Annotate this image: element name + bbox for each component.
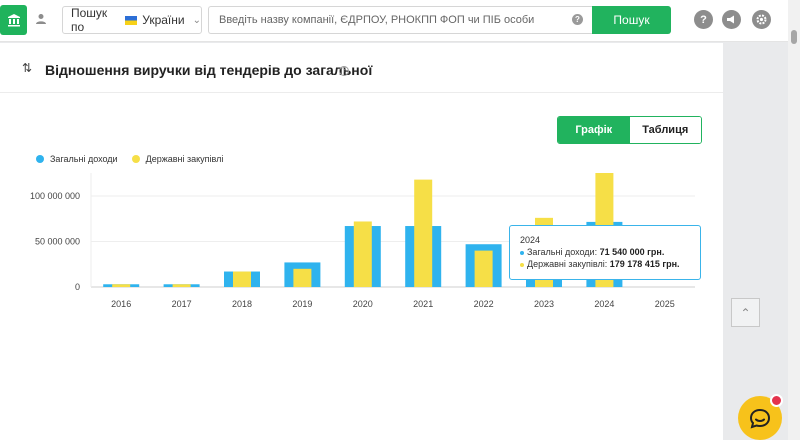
help-icon[interactable]: ?: [694, 10, 713, 29]
tooltip-line-procurement: Державні закупівлі: 179 178 415 грн.: [520, 258, 690, 270]
tooltip-dot-income: [520, 250, 524, 255]
x-tick-label: 2024: [594, 299, 614, 309]
country-select[interactable]: Пошук по України ⌄: [62, 6, 202, 34]
tooltip-procurement-label: Державні закупівлі:: [527, 259, 608, 269]
sort-arrows-icon[interactable]: ⇅: [22, 61, 33, 75]
right-gutter: ⌃: [723, 43, 788, 440]
ukraine-flag-icon: [124, 15, 138, 25]
x-tick-label: 2019: [292, 299, 312, 309]
user-icon: [36, 14, 46, 24]
bar-procurement: [112, 284, 131, 287]
tooltip-income-value: 71 540 000 грн.: [599, 247, 665, 257]
search-input[interactable]: [208, 6, 592, 34]
x-tick-label: 2017: [172, 299, 192, 309]
country-value: України: [142, 13, 185, 27]
y-tick-label: 0: [75, 282, 80, 292]
page-scrollbar[interactable]: [788, 0, 800, 440]
bar-procurement: [353, 221, 372, 287]
x-tick-label: 2023: [534, 299, 554, 309]
tooltip-procurement-value: 179 178 415 грн.: [609, 259, 680, 269]
x-tick-label: 2018: [232, 299, 252, 309]
legend-item-income[interactable]: Загальні доходи: [36, 154, 118, 164]
bar-procurement: [233, 271, 251, 287]
chat-icon: [749, 408, 771, 429]
search-button[interactable]: Пошук: [592, 6, 671, 34]
search-by-label: Пошук по: [71, 6, 108, 34]
chart-tooltip: 2024 Загальні доходи: 71 540 000 грн. Де…: [509, 225, 701, 280]
tooltip-year: 2024: [520, 235, 541, 245]
x-tick-label: 2021: [413, 299, 433, 309]
chart-panel: ⇅ Відношення виручки від тендерів до заг…: [0, 43, 723, 440]
gear-icon[interactable]: [752, 10, 771, 29]
search-help-icon[interactable]: ?: [572, 14, 583, 25]
section-title: Відношення виручки від тендерів до загал…: [45, 62, 373, 78]
section-header: ⇅ Відношення виручки від тендерів до заг…: [0, 43, 723, 93]
user-button[interactable]: [31, 9, 51, 29]
legend-label-income: Загальні доходи: [50, 154, 118, 164]
bar-procurement: [293, 268, 312, 287]
table-view-button[interactable]: Таблиця: [629, 117, 701, 143]
legend-dot-income: [36, 155, 44, 163]
chevron-down-icon: ⌄: [192, 14, 201, 26]
x-tick-label: 2016: [111, 299, 131, 309]
top-navigation-bar: Пошук по України ⌄ ? Пошук ?: [0, 0, 800, 42]
tooltip-income-label: Загальні доходи:: [527, 247, 598, 257]
y-tick-label: 100 000 000: [30, 191, 80, 201]
scrollbar-thumb[interactable]: [791, 30, 797, 44]
info-icon[interactable]: ?: [339, 66, 349, 76]
bar-procurement: [414, 179, 433, 287]
chart-view-button[interactable]: Графік: [558, 117, 630, 143]
legend-label-procurement: Державні закупівлі: [145, 154, 224, 164]
x-tick-label: 2025: [655, 299, 675, 309]
y-tick-label: 50 000 000: [35, 237, 80, 247]
home-button[interactable]: [0, 5, 27, 35]
x-tick-label: 2022: [474, 299, 494, 309]
scroll-to-top-button[interactable]: ⌃: [731, 298, 760, 327]
bar-procurement: [474, 250, 493, 287]
bar-procurement: [172, 284, 191, 287]
megaphone-icon[interactable]: [722, 10, 741, 29]
tooltip-dot-procurement: [520, 262, 524, 267]
chart-legend: Загальні доходи Державні закупівлі: [36, 154, 237, 164]
x-tick-label: 2020: [353, 299, 373, 309]
home-icon: [7, 14, 20, 27]
legend-dot-procurement: [131, 155, 140, 163]
legend-item-procurement[interactable]: Державні закупівлі: [131, 154, 224, 164]
view-toggle: Графік Таблиця: [557, 116, 702, 144]
chat-notification-badge: [770, 394, 783, 407]
tooltip-line-income: Загальні доходи: 71 540 000 грн.: [520, 246, 690, 258]
